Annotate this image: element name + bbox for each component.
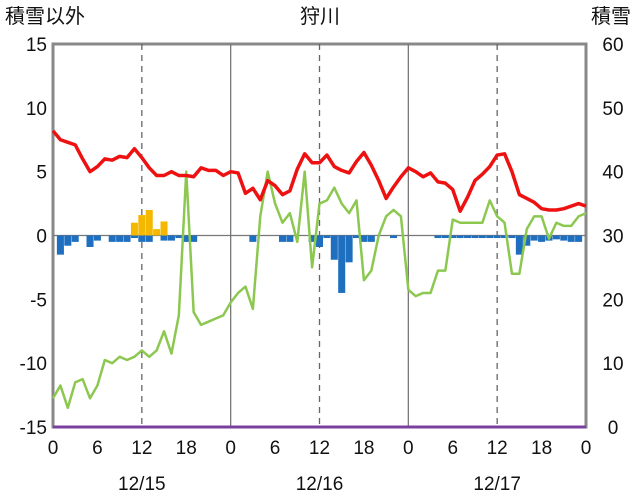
- neg-bar-23: [330, 235, 338, 260]
- xtick-12: 0: [581, 438, 592, 459]
- date-label-2: 12/17: [473, 474, 521, 495]
- neg-bar-6: [116, 235, 124, 242]
- ytick-right-4: 20: [602, 290, 623, 311]
- neg-bar-37: [486, 235, 494, 239]
- neg-bar-10: [145, 235, 153, 242]
- series-lines: [51, 129, 587, 410]
- neg-bar-24: [338, 235, 346, 293]
- neg-bar-4: [93, 235, 101, 241]
- neg-bar-42: [523, 235, 531, 246]
- pos-bar-0: [130, 222, 138, 236]
- neg-bar-31: [441, 235, 449, 239]
- ytick-left-2: 5: [36, 163, 47, 184]
- neg-bar-1: [64, 235, 72, 246]
- xtick-3: 18: [176, 438, 197, 459]
- xtick-8: 0: [403, 438, 414, 459]
- neg-bar-15: [182, 235, 190, 242]
- neg-bar-38: [493, 235, 501, 239]
- xtick-9: 6: [447, 438, 458, 459]
- ytick-right-2: 40: [602, 163, 623, 184]
- ytick-left-3: 0: [36, 227, 47, 248]
- pos-bar-2: [145, 209, 153, 236]
- precipitation-bars: [56, 209, 583, 293]
- ytick-left-6: -15: [20, 418, 47, 439]
- neg-bar-9: [138, 235, 146, 242]
- neg-bar-36: [478, 235, 486, 239]
- right-axis-label: 積雪: [591, 4, 631, 28]
- neg-bar-13: [167, 235, 175, 241]
- pos-bar-3: [153, 229, 161, 236]
- neg-bar-35: [471, 235, 479, 239]
- ytick-right-5: 10: [602, 354, 623, 375]
- neg-bar-39: [501, 235, 509, 239]
- neg-bar-32: [449, 235, 457, 239]
- ytick-right-0: 60: [602, 35, 623, 56]
- xtick-2: 12: [131, 438, 152, 459]
- xtick-4: 0: [225, 438, 236, 459]
- ytick-left-5: -10: [20, 354, 47, 375]
- neg-bar-7: [123, 235, 131, 242]
- chart-title: 狩川: [300, 4, 340, 28]
- neg-bar-3: [86, 235, 94, 247]
- neg-bar-27: [360, 235, 368, 242]
- xtick-0: 0: [48, 438, 59, 459]
- ytick-left-4: -5: [30, 290, 47, 311]
- neg-bar-41: [515, 235, 523, 255]
- neg-bar-34: [464, 235, 472, 239]
- xtick-10: 12: [487, 438, 508, 459]
- neg-bar-14: [175, 235, 183, 239]
- neg-bar-40: [508, 235, 516, 239]
- neg-bar-46: [552, 235, 560, 240]
- neg-bar-33: [456, 235, 464, 239]
- neg-bar-21: [315, 235, 324, 247]
- neg-bar-26: [352, 235, 361, 239]
- temperature-line: [51, 129, 587, 213]
- pos-bar-1: [138, 215, 146, 236]
- neg-bar-47: [560, 235, 568, 241]
- neg-bar-16: [190, 235, 198, 242]
- ytick-left-1: 10: [26, 99, 47, 120]
- neg-bar-18: [278, 235, 287, 242]
- neg-bar-12: [160, 235, 168, 241]
- ytick-right-3: 30: [602, 227, 623, 248]
- neg-bar-20: [308, 235, 316, 242]
- date-label-1: 12/16: [296, 474, 344, 495]
- neg-bar-30: [434, 235, 442, 239]
- left-axis-label: 積雪以外: [5, 4, 85, 28]
- neg-bar-25: [345, 235, 353, 263]
- ytick-left-0: 15: [26, 35, 47, 56]
- neg-bar-28: [367, 235, 375, 242]
- neg-bar-29: [390, 235, 398, 239]
- neg-bar-44: [538, 235, 546, 242]
- pos-bar-4: [160, 221, 168, 236]
- neg-bar-43: [530, 235, 538, 241]
- neg-bar-2: [71, 235, 79, 242]
- snow-depth-line: [51, 170, 587, 410]
- ytick-right-1: 50: [602, 99, 623, 120]
- neg-bar-5: [108, 235, 116, 242]
- xtick-7: 18: [353, 438, 374, 459]
- neg-bar-8: [130, 235, 138, 239]
- xtick-1: 6: [92, 438, 103, 459]
- xtick-11: 18: [531, 438, 552, 459]
- neg-bar-22: [323, 235, 331, 239]
- neg-bar-17: [249, 235, 257, 242]
- neg-bar-49: [575, 235, 583, 242]
- xtick-6: 12: [309, 438, 330, 459]
- xtick-5: 6: [270, 438, 281, 459]
- neg-bar-0: [56, 235, 64, 255]
- neg-bar-48: [567, 235, 575, 242]
- neg-bar-19: [286, 235, 294, 242]
- date-label-0: 12/15: [118, 474, 166, 495]
- ytick-right-6: 0: [608, 418, 619, 439]
